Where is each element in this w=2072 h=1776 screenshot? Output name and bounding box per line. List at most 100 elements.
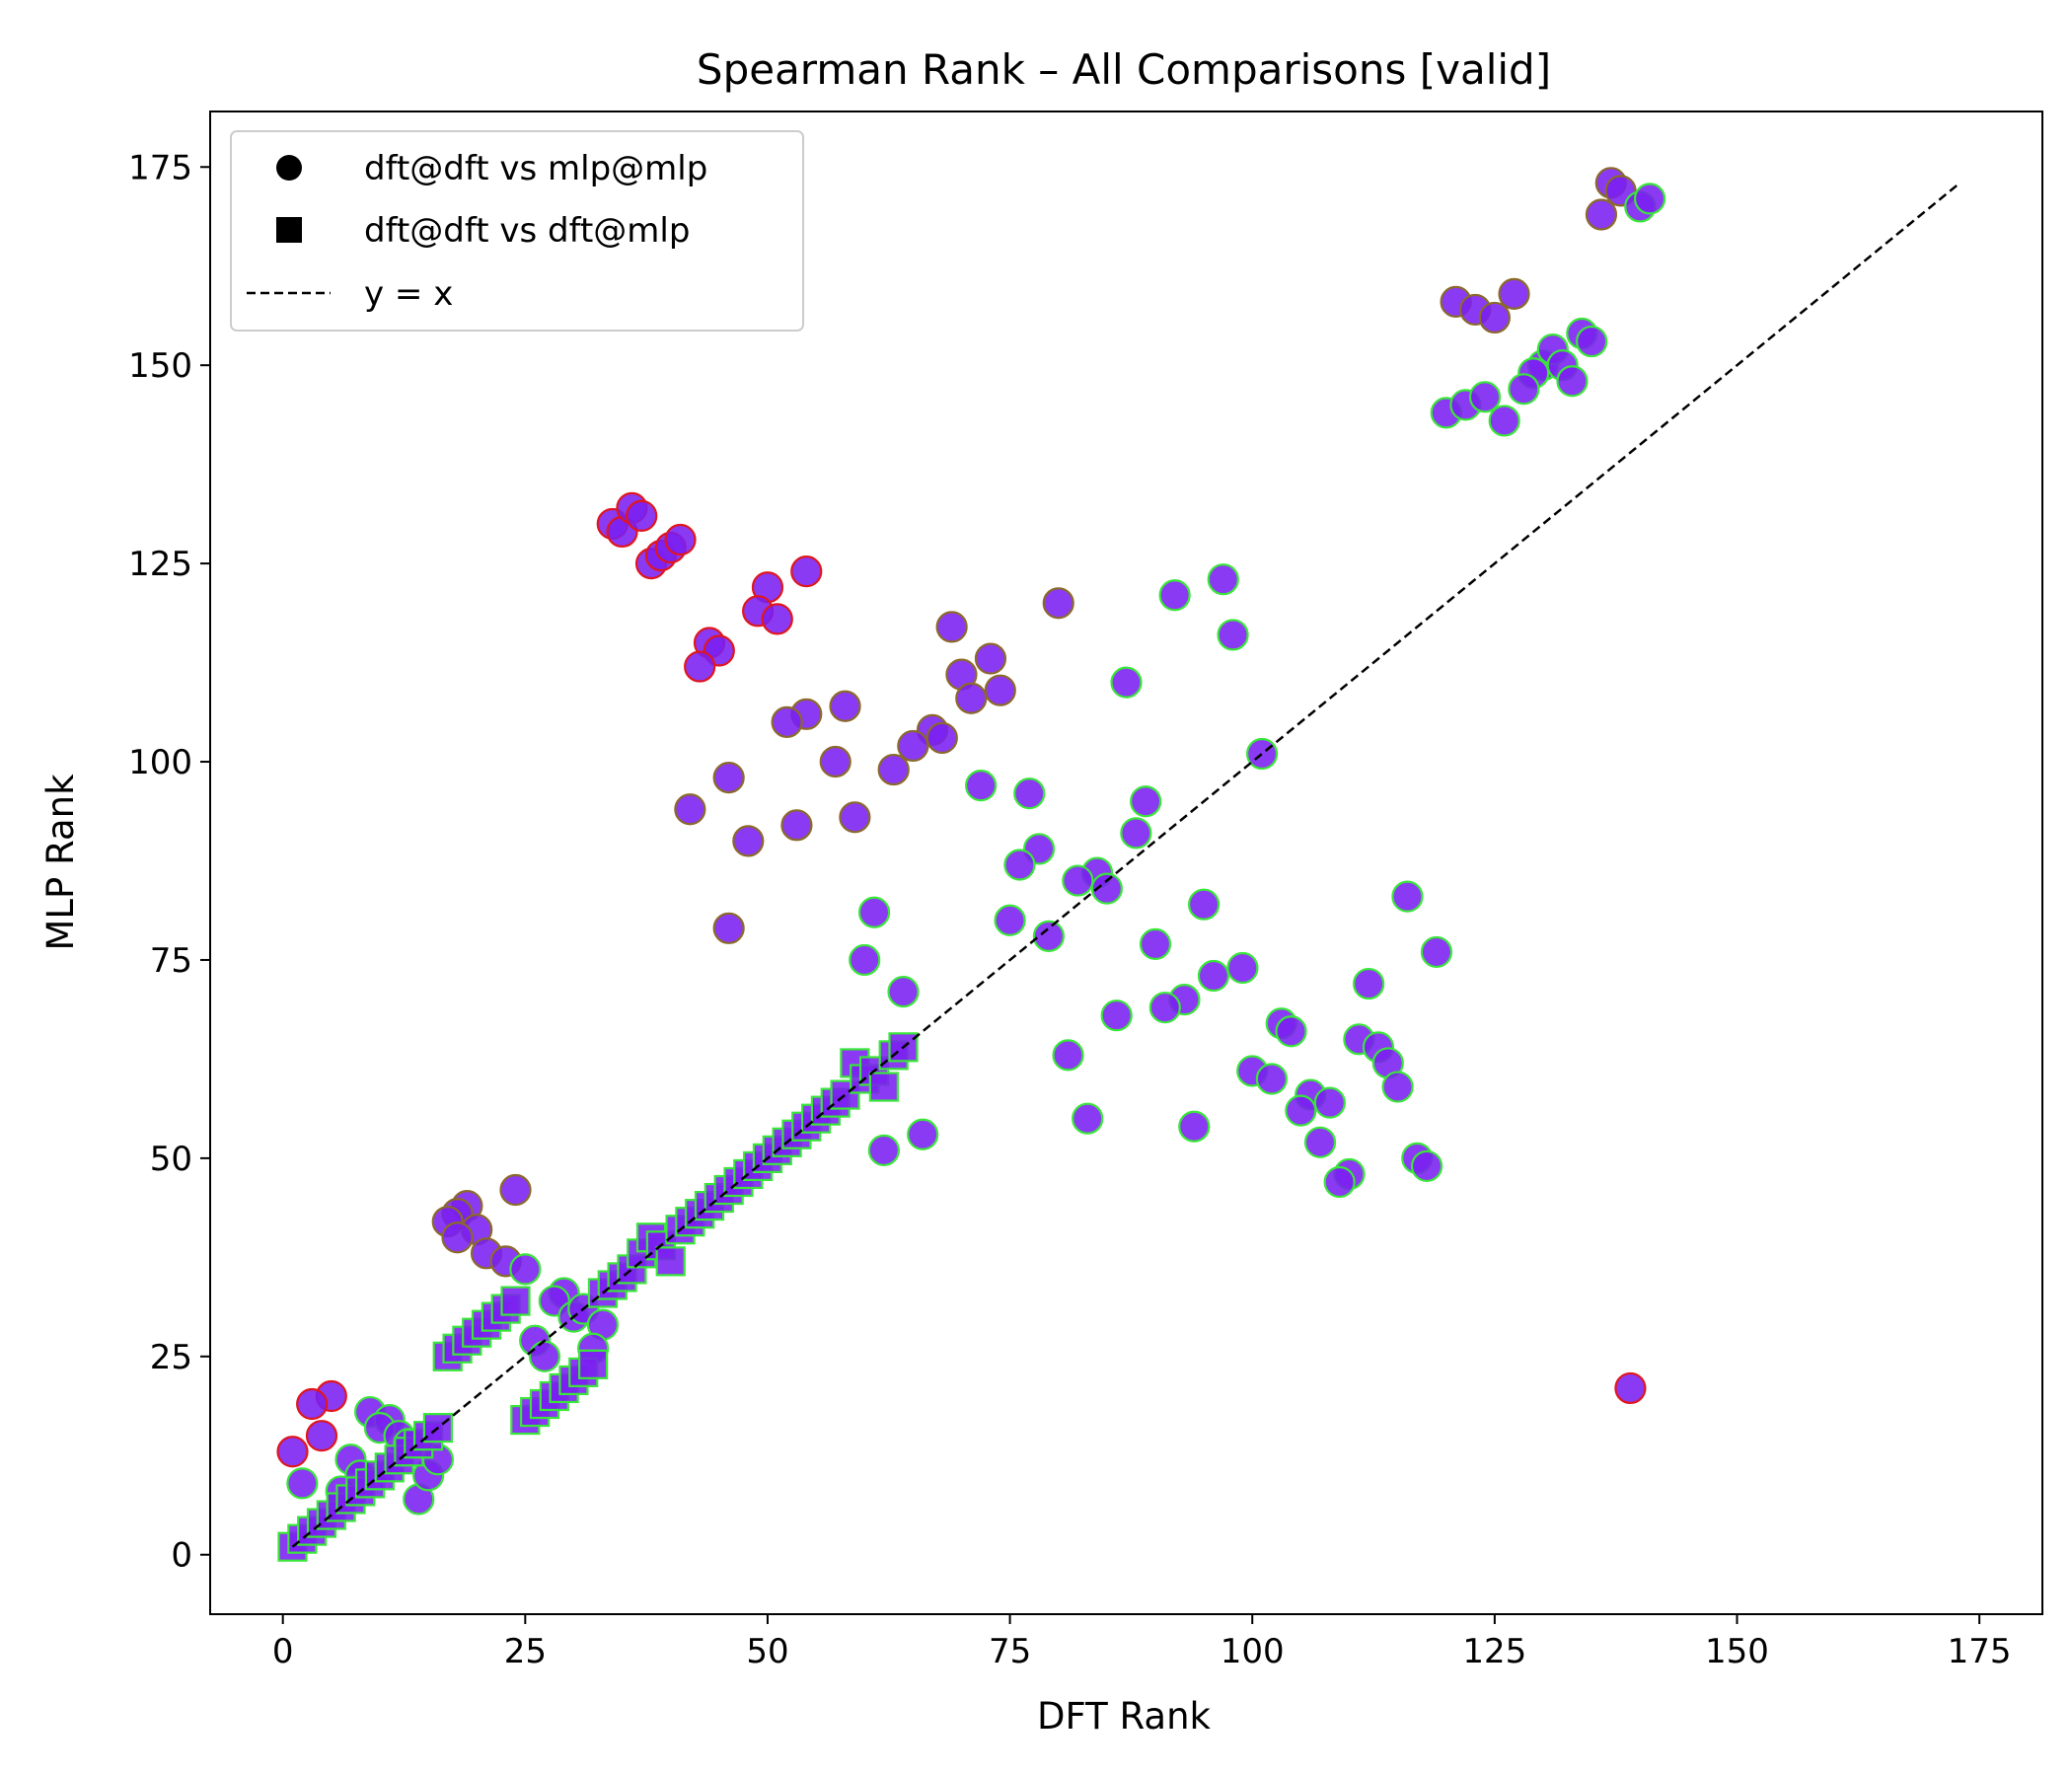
data-point-circle <box>684 650 716 683</box>
x-tick-label: 50 <box>746 1632 788 1671</box>
data-point-circle <box>1255 1063 1288 1095</box>
data-point-circle <box>276 1436 309 1468</box>
data-point-circle <box>1353 967 1385 1000</box>
data-point-circle <box>1197 959 1230 993</box>
legend-label: y = x <box>364 274 453 314</box>
y-axis-label: MLP Rank <box>39 774 82 951</box>
data-point-circle <box>1323 1165 1356 1199</box>
data-point-circle <box>1478 301 1511 334</box>
data-point-circle <box>1313 1086 1346 1119</box>
data-point-circle <box>955 682 988 714</box>
data-point-square <box>578 1349 609 1379</box>
data-point-circle <box>1207 563 1239 596</box>
data-point-circle <box>1158 579 1191 612</box>
x-tick-label: 150 <box>1705 1632 1769 1671</box>
data-point-circle <box>509 1253 542 1286</box>
legend-label: dft@dft vs dft@mlp <box>364 211 690 251</box>
data-point-circle <box>305 1420 338 1452</box>
axes-layer: 0 25 50 75 100 125 150 175 0 25 50 75 100 125 150 175 <box>128 148 2011 1671</box>
data-point-circle <box>441 1221 474 1254</box>
data-point-circle <box>1410 1149 1443 1183</box>
data-point-circle <box>674 793 706 826</box>
data-point-circle <box>1508 373 1540 406</box>
data-point-circle <box>1188 888 1221 921</box>
data-point-circle <box>1120 817 1152 850</box>
legend: dft@dft vs mlp@mlp dft@dft vs dft@mlp y = … <box>230 130 804 332</box>
data-point-circle <box>664 523 697 556</box>
x-tick-label: 125 <box>1462 1632 1526 1671</box>
data-point-circle <box>1148 992 1181 1024</box>
data-point-circle <box>925 721 958 755</box>
data-point-circle <box>849 943 881 977</box>
data-point-circle <box>780 809 813 842</box>
data-point-square <box>500 1286 531 1316</box>
x-tick-label: 100 <box>1221 1632 1285 1671</box>
legend-circle-marker <box>276 155 302 181</box>
chart-title: Spearman Rank – All Comparisons [valid] <box>697 45 1551 94</box>
data-point-circle <box>712 762 745 794</box>
x-tick-label: 25 <box>504 1632 547 1671</box>
data-point-circle <box>1052 1039 1084 1072</box>
data-point-circle <box>1285 1094 1317 1127</box>
data-point-circle <box>1275 1015 1307 1048</box>
data-point-circle <box>286 1467 319 1500</box>
data-point-circle <box>839 801 871 834</box>
data-point-circle <box>790 555 823 588</box>
data-point-circle <box>1488 405 1520 437</box>
data-point-circle <box>819 745 851 778</box>
data-point-circle <box>732 825 765 857</box>
data-point-circle <box>1013 777 1046 810</box>
data-point-circle <box>528 1340 561 1372</box>
legend-box <box>230 130 804 332</box>
x-tick-label: 175 <box>1948 1632 2012 1671</box>
data-point-circle <box>712 912 745 944</box>
x-axis-label: DFT Rank <box>1037 1695 1212 1738</box>
data-point-circle <box>626 499 658 532</box>
data-point-circle <box>1633 183 1666 215</box>
marks-layer <box>276 167 1961 1562</box>
data-point-circle <box>296 1387 329 1421</box>
data-point-circle <box>1498 277 1530 310</box>
data-point-circle <box>1100 999 1133 1032</box>
data-point-circle <box>1072 1102 1104 1135</box>
plot-frame <box>209 111 2043 1615</box>
data-point-square <box>888 1032 919 1063</box>
legend-square-marker <box>276 217 302 243</box>
y-tick-label: 0 <box>171 1536 192 1576</box>
data-point-circle <box>1556 365 1589 398</box>
data-point-circle <box>1110 666 1143 699</box>
data-point-circle <box>1178 1110 1211 1143</box>
legend-label: dft@dft vs mlp@mlp <box>364 149 707 188</box>
data-point-circle <box>1391 880 1424 913</box>
data-point-circle <box>974 642 1007 675</box>
y-tick-label: 50 <box>150 1140 192 1179</box>
data-point-circle <box>1420 935 1453 969</box>
data-point-circle <box>1139 927 1172 960</box>
data-point-circle <box>1032 920 1065 952</box>
data-point-circle <box>829 690 861 722</box>
y-tick-label: 150 <box>128 346 192 386</box>
data-point-circle <box>994 904 1026 936</box>
x-tick-label: 75 <box>989 1632 1031 1671</box>
data-point-circle <box>1042 587 1074 620</box>
data-point-circle <box>1090 872 1123 905</box>
data-point-circle <box>887 976 920 1008</box>
data-point-circle <box>984 674 1016 706</box>
y-tick-label: 75 <box>150 941 192 981</box>
data-point-circle <box>1614 1371 1647 1405</box>
data-point-circle <box>1226 951 1259 985</box>
data-point-circle <box>907 1118 939 1150</box>
y-tick-label: 175 <box>128 148 192 187</box>
data-point-circle <box>1576 325 1608 358</box>
y-tick-label: 25 <box>150 1338 192 1377</box>
data-point-circle <box>1062 864 1094 897</box>
data-point-circle <box>935 611 968 643</box>
data-point-circle <box>761 603 793 635</box>
data-point-circle <box>867 1134 900 1166</box>
data-point-square <box>868 1072 899 1102</box>
data-point-circle <box>1585 198 1618 231</box>
data-point-circle <box>897 729 929 763</box>
y-tick-label: 125 <box>128 545 192 584</box>
y-tick-label: 100 <box>128 743 192 782</box>
